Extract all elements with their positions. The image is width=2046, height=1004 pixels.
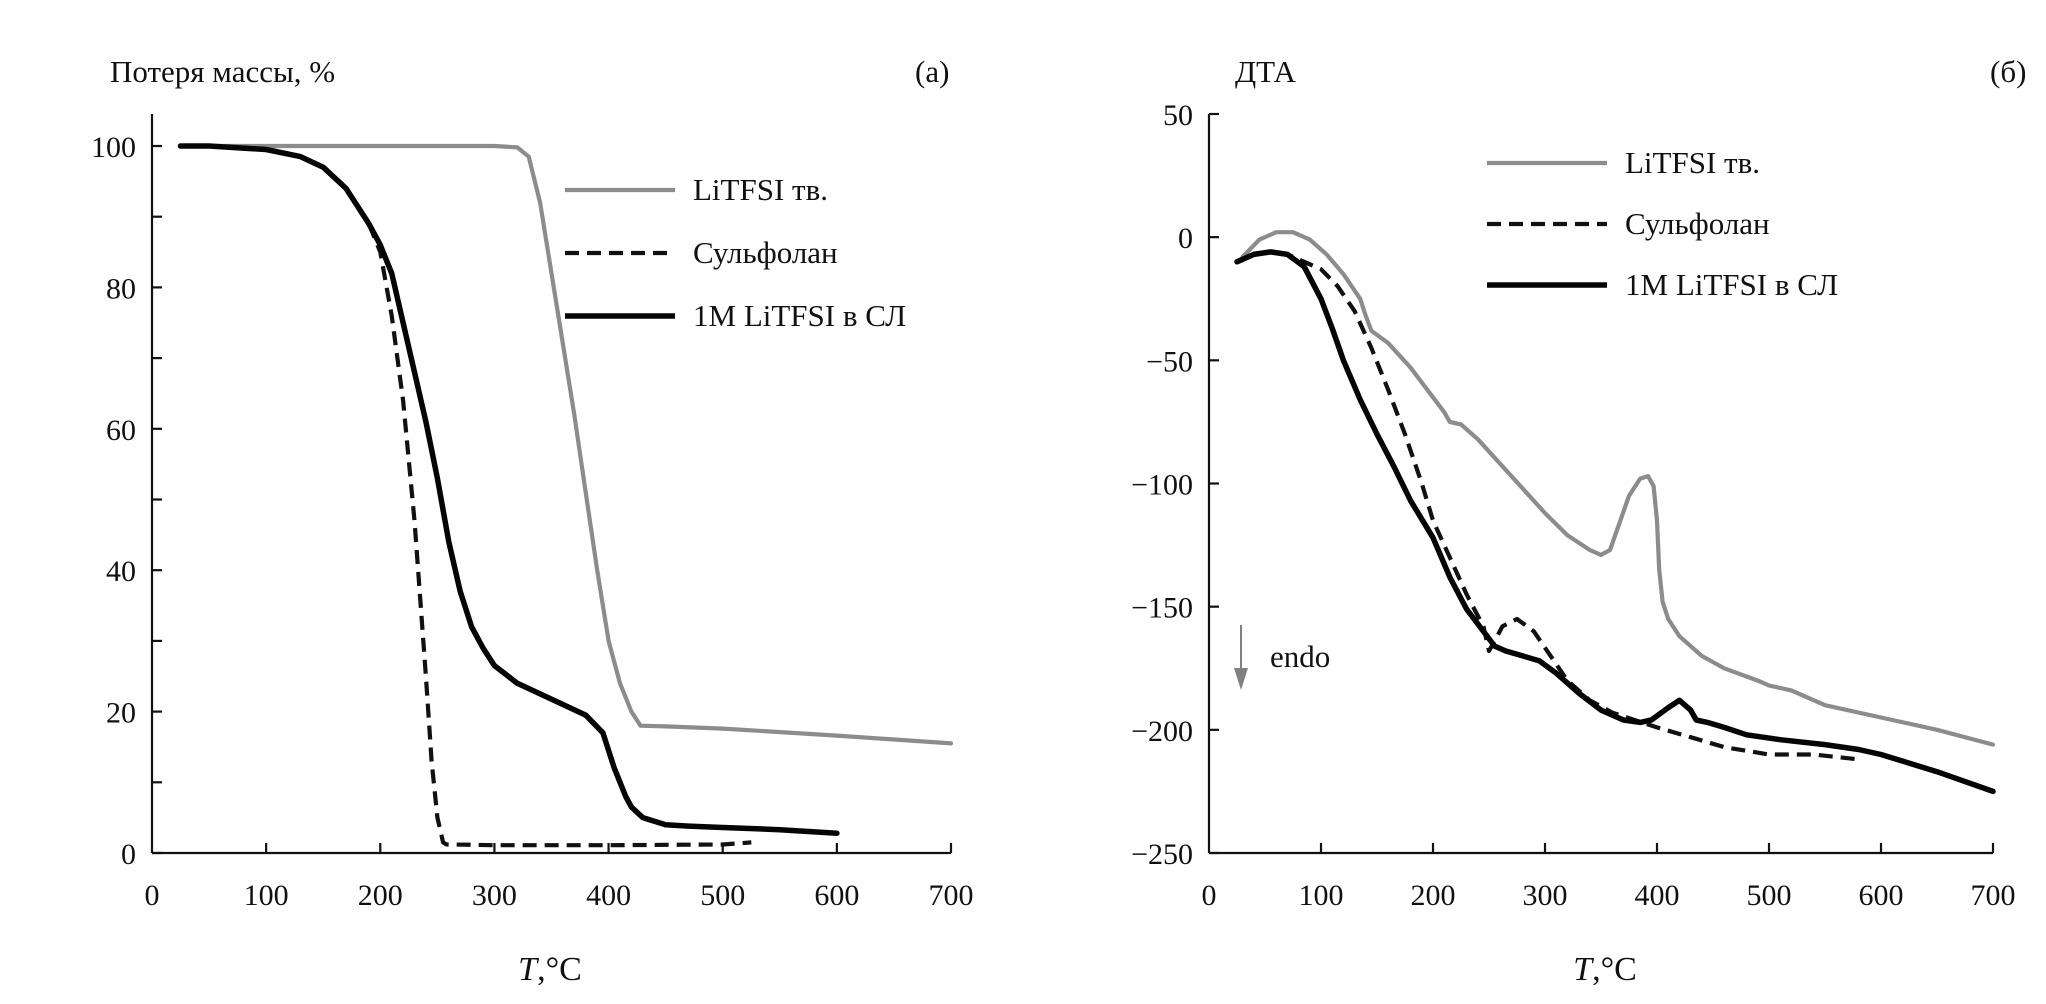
x-tick-label: 400 — [1635, 879, 1680, 912]
y-tick-label: 80 — [106, 272, 136, 305]
y-tick-label: −100 — [1131, 469, 1193, 502]
y-tick-label: 20 — [106, 697, 136, 730]
panel-a-mass-loss-chart: Потеря массы, % (a) 0 100 200 300 400 500 600 7… — [91, 54, 974, 988]
panel-a-x-axis-title: T,°C — [518, 951, 582, 988]
x-axis-title-unit: ,°C — [537, 951, 582, 988]
y-tick-label: 100 — [91, 131, 136, 164]
panel-b-dta-chart: ДТА (б) 0 100 200 300 400 500 600 700−250−200−1… — [1131, 54, 2026, 988]
y-tick-label: −200 — [1131, 715, 1193, 748]
y-tick-label: 0 — [121, 838, 136, 871]
panel-b-label: (б) — [1990, 54, 2026, 89]
endo-label: endo — [1270, 639, 1330, 674]
series-line-2 — [180, 143, 752, 848]
y-tick-label: 60 — [106, 414, 136, 447]
endo-arrow-down-icon — [1234, 668, 1248, 690]
x-tick-label: 100 — [244, 879, 289, 912]
legend-label: Сульфолан — [1625, 206, 1770, 241]
series-line-1 — [178, 143, 954, 746]
legend-label: LiTFSI тв. — [1625, 145, 1760, 180]
panel-b-legend: LiTFSI тв. Сульфолан 1M LiTFSI в СЛ — [1487, 145, 1838, 302]
y-tick-label: −50 — [1146, 345, 1193, 378]
panel-a-series — [177, 143, 954, 848]
x-tick-label: 500 — [1747, 879, 1792, 912]
panel-b-series — [1234, 230, 1996, 795]
panel-b-title: ДТА — [1235, 54, 1297, 89]
x-axis-title-unit: ,°C — [1592, 951, 1637, 988]
x-tick-label: 300 — [472, 879, 517, 912]
x-tick-label: 500 — [700, 879, 745, 912]
x-axis-title-variable: T — [1573, 951, 1594, 988]
y-tick-label: −250 — [1131, 838, 1193, 871]
panel-a-legend: LiTFSI тв. Сульфолан 1M LiTFSI в СЛ — [565, 172, 906, 333]
y-tick-label: 50 — [1163, 99, 1193, 132]
y-tick-label: 40 — [106, 555, 136, 588]
series-line-1 — [1240, 230, 1996, 747]
legend-label: 1M LiTFSI в СЛ — [1625, 267, 1838, 302]
panel-b-axes: 0 100 200 300 400 500 600 700−250−200−150−100−5… — [1131, 99, 2015, 912]
panel-a-axes: 0 100 200 300 400 500 600 700 0 20 40 60 80 100 — [91, 114, 974, 912]
panel-b-x-axis-title: T,°C — [1573, 951, 1637, 988]
panel-a-label: (a) — [915, 54, 949, 89]
legend-label: LiTFSI тв. — [693, 172, 828, 207]
x-tick-label: 700 — [929, 879, 974, 912]
legend-label: Сульфолан — [693, 235, 838, 270]
y-tick-label: −150 — [1131, 592, 1193, 625]
x-tick-label: 700 — [1971, 879, 2016, 912]
x-tick-label: 400 — [586, 879, 631, 912]
x-tick-label: 0 — [1202, 879, 1217, 912]
series-line-3 — [177, 143, 840, 836]
x-tick-label: 600 — [1859, 879, 1904, 912]
x-tick-label: 200 — [358, 879, 403, 912]
x-tick-label: 100 — [1299, 879, 1344, 912]
x-axis-title-variable: T — [518, 951, 539, 988]
y-tick-label: 0 — [1178, 222, 1193, 255]
x-tick-label: 0 — [145, 879, 160, 912]
panel-a-title: Потеря массы, % — [110, 54, 335, 89]
x-tick-label: 600 — [814, 879, 859, 912]
series-line-3 — [1234, 249, 1996, 795]
x-tick-label: 300 — [1523, 879, 1568, 912]
x-tick-label: 200 — [1411, 879, 1456, 912]
endo-annotation: endo — [1234, 625, 1330, 690]
legend-label: 1M LiTFSI в СЛ — [693, 298, 906, 333]
